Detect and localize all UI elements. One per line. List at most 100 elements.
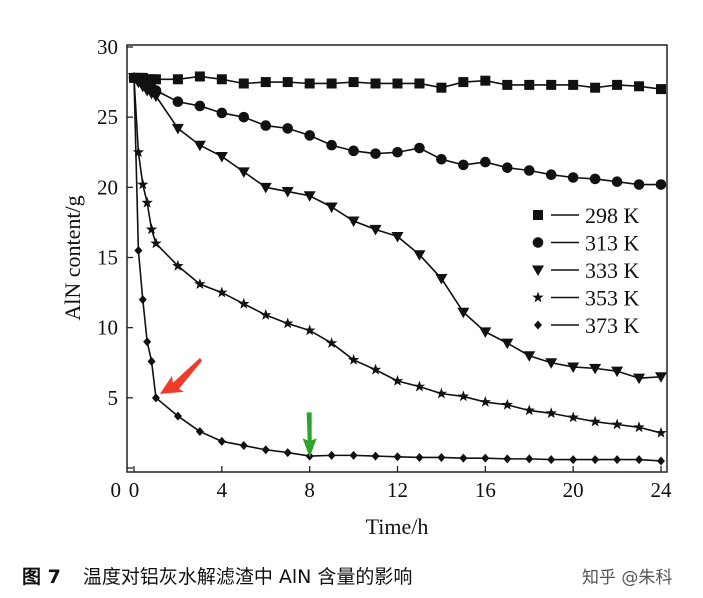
figure-caption: 图 7 温度对铝灰水解滤渣中 AlN 含量的影响 [22, 562, 412, 589]
legend-label: 353 K [585, 286, 640, 311]
data-point [391, 231, 404, 243]
y-tick-label: 5 [108, 386, 119, 410]
data-point [216, 74, 227, 85]
data-point [567, 362, 580, 373]
series-line [133, 77, 661, 186]
legend-label: 313 K [585, 231, 640, 256]
data-point [457, 307, 470, 319]
data-point [612, 79, 623, 90]
y-tick-label: 10 [97, 316, 118, 340]
green-arrow [302, 412, 317, 458]
data-point [282, 77, 293, 88]
data-point [413, 380, 426, 392]
data-point [371, 451, 380, 461]
legend-entry: 298 K [533, 203, 640, 228]
red-arrow [159, 357, 202, 394]
data-point [325, 202, 338, 213]
data-point [655, 426, 667, 438]
data-point [523, 165, 535, 176]
chart: 0 4 8 12 16 20 24 5 10 15 20 25 30 0 Time/h AlN content… [60, 35, 672, 539]
data-point [194, 278, 206, 289]
data-point [503, 454, 512, 464]
data-point [501, 338, 514, 350]
data-point [369, 224, 382, 236]
data-point [657, 456, 665, 466]
x-tick-label: 16 [475, 478, 496, 502]
data-point [304, 78, 315, 89]
series-353k [128, 71, 667, 438]
data-point [172, 259, 184, 271]
data-point [216, 286, 228, 298]
data-point [523, 351, 536, 362]
data-point [172, 96, 184, 108]
data-point [150, 74, 161, 85]
data-point [238, 297, 250, 309]
data-point [633, 373, 646, 385]
data-point [281, 187, 294, 198]
y-tick-label: 15 [97, 246, 118, 270]
data-point [347, 216, 360, 228]
data-point [216, 107, 228, 119]
data-point [215, 151, 228, 163]
data-point [326, 78, 337, 89]
data-point [130, 73, 138, 83]
data-point [545, 407, 557, 419]
legend-marker [532, 265, 544, 276]
data-point [370, 148, 381, 159]
data-point [633, 421, 645, 433]
data-point [145, 223, 158, 235]
data-point [569, 455, 578, 465]
data-point [304, 130, 315, 141]
y-tick-label: 20 [97, 175, 118, 199]
data-point [611, 418, 623, 430]
legend-marker [532, 237, 544, 248]
data-point [134, 245, 143, 255]
data-point [282, 123, 294, 134]
y-tick-label: 30 [97, 35, 118, 59]
data-point [348, 145, 359, 157]
data-point [132, 146, 145, 158]
data-point [611, 176, 623, 188]
data-point [589, 173, 601, 185]
data-point [260, 309, 272, 320]
data-point [413, 250, 426, 261]
data-point [304, 324, 316, 336]
data-point [347, 353, 360, 365]
data-point [370, 78, 381, 89]
data-point [143, 337, 152, 347]
series-line [133, 77, 662, 462]
data-point [137, 178, 149, 190]
x-tick-label: 4 [217, 478, 228, 502]
data-point [414, 142, 425, 154]
data-point [437, 452, 446, 462]
legend-entry: 333 K [532, 258, 640, 283]
data-point [261, 445, 270, 455]
x-axis-label: Time/h [366, 514, 429, 539]
data-point [480, 156, 491, 168]
data-point [141, 196, 153, 208]
data-point [436, 153, 447, 165]
legend-label: 373 K [585, 313, 640, 338]
data-point [501, 398, 513, 410]
data-point [591, 455, 600, 465]
data-point [589, 415, 601, 427]
data-point [479, 396, 491, 407]
data-point [195, 427, 204, 437]
data-point [567, 172, 579, 183]
series-313k [128, 72, 667, 190]
data-point [545, 358, 558, 369]
series-298k [129, 71, 666, 95]
data-point [303, 191, 316, 202]
data-point [613, 455, 622, 465]
data-point [545, 169, 557, 181]
data-point [171, 123, 184, 135]
data-point [568, 79, 579, 90]
data-point [194, 100, 206, 112]
data-point [393, 452, 402, 462]
data-point [481, 453, 490, 463]
data-point [369, 363, 382, 375]
legend-marker [534, 320, 542, 330]
x-tick-label: 12 [387, 478, 408, 502]
data-point [435, 274, 448, 285]
watermark: 知乎 @朱科 [582, 568, 673, 588]
